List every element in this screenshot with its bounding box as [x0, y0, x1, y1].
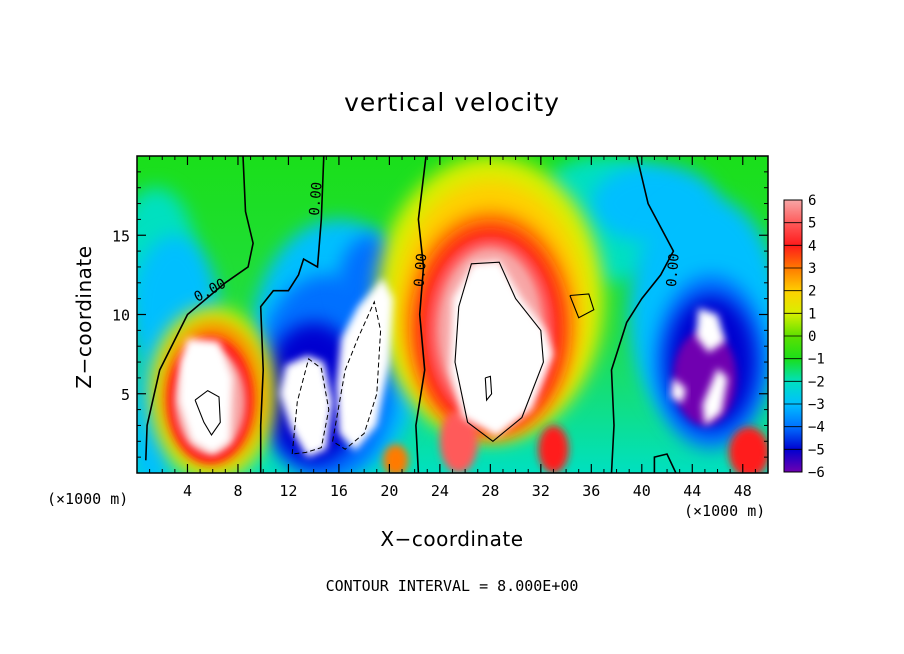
zero-contour [415, 156, 427, 473]
x-axis-unit: (×1000 m) [684, 502, 766, 520]
colorbar-label: −3 [808, 397, 825, 413]
negative-contour [332, 300, 382, 450]
colorbar-segment [784, 222, 802, 246]
zero-contour [610, 156, 675, 473]
colorbar-label: 2 [808, 284, 816, 300]
core-negative-east-2 [702, 368, 728, 426]
colorbar-segment [784, 358, 802, 382]
colorbar-segment [784, 268, 802, 292]
colorbar-segment [784, 290, 802, 314]
colorbar-label: 4 [808, 238, 816, 254]
core-negative-east-1 [696, 308, 726, 353]
colorbar-label: −6 [808, 465, 825, 481]
colorbar-segment [784, 336, 802, 360]
core-negative-west [279, 355, 333, 458]
interior-contour [194, 389, 221, 437]
colorbar-segment [784, 426, 802, 450]
contour-label: 0.00 [412, 253, 431, 288]
x-tick-label: 44 [683, 482, 701, 500]
colorbar-segment [784, 449, 802, 473]
colorbar-label: −5 [808, 442, 825, 458]
colorbar-segment [784, 313, 802, 337]
field-layer: 0.000.000.00 0.00 [137, 156, 768, 473]
y-tick-label: 10 [112, 307, 130, 325]
x-tick-label: 24 [431, 482, 449, 500]
field-patch [728, 427, 768, 473]
core-positive-central [450, 260, 554, 437]
x-tick-label: 16 [330, 482, 348, 500]
x-axis-label: X−coordinate [380, 527, 524, 551]
interior-contour [454, 261, 544, 442]
zero-contour [259, 156, 325, 473]
x-tick-label: 4 [183, 482, 192, 500]
y-axis-label: Z−coordinate [72, 245, 96, 389]
colorbar-segment [784, 245, 802, 269]
contour-interval-note: CONTOUR INTERVAL = 8.000E+00 [325, 577, 579, 595]
colorbar-segment [784, 381, 802, 405]
x-tick-label: 48 [734, 482, 752, 500]
colorbar-label: −2 [808, 374, 825, 390]
interior-contour [569, 293, 595, 319]
x-tick-label: 32 [532, 482, 550, 500]
colorbar-label: −4 [808, 420, 825, 436]
colorbar-label: 1 [808, 306, 816, 322]
core-positive-mid [336, 278, 394, 451]
core-negative-east-3 [670, 377, 686, 404]
interior-contour [484, 375, 493, 402]
colorbar-label: 0 [808, 329, 816, 345]
contour-label: 0.00 [664, 253, 683, 288]
negative-contour [291, 358, 330, 455]
field-patch [538, 425, 569, 473]
colorbar-label: 5 [808, 216, 816, 232]
y-tick-label: 15 [112, 227, 130, 245]
x-tick-label: 12 [279, 482, 297, 500]
contour-label: 0.00 [307, 181, 326, 216]
x-tick-label: 28 [481, 482, 499, 500]
zero-contour [653, 453, 677, 473]
colorbar-segment [784, 200, 802, 224]
x-tick-label: 40 [633, 482, 651, 500]
y-tick-label: 5 [121, 386, 130, 404]
field-patch [439, 409, 478, 473]
chart-title: vertical velocity [344, 88, 560, 117]
field-patch [383, 444, 409, 473]
x-tick-label: 20 [380, 482, 398, 500]
colorbar-segment [784, 404, 802, 428]
colorbar: 6 5 4 3 2 1 0 −1 −2 −3 −4 −5 −6 [783, 193, 825, 481]
zero-contour [145, 156, 254, 461]
x-tick-label: 8 [233, 482, 242, 500]
x-tick-label: 36 [582, 482, 600, 500]
y-axis-unit: (×1000 m) [47, 490, 129, 508]
colorbar-label: 6 [808, 193, 816, 209]
core-positive-west [178, 338, 233, 454]
colorbar-label: 3 [808, 261, 816, 277]
colorbar-label: −1 [808, 352, 825, 368]
